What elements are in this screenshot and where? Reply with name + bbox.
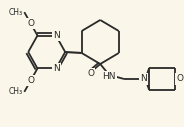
Text: O: O bbox=[27, 19, 34, 28]
Text: CH₃: CH₃ bbox=[8, 8, 22, 17]
Text: N: N bbox=[54, 64, 60, 73]
Text: CH₃: CH₃ bbox=[8, 87, 22, 96]
Text: O: O bbox=[176, 74, 183, 83]
Text: HN: HN bbox=[103, 73, 116, 81]
Text: N: N bbox=[54, 31, 60, 40]
Text: N: N bbox=[140, 74, 147, 83]
Text: O: O bbox=[87, 69, 94, 78]
Text: O: O bbox=[27, 76, 34, 85]
